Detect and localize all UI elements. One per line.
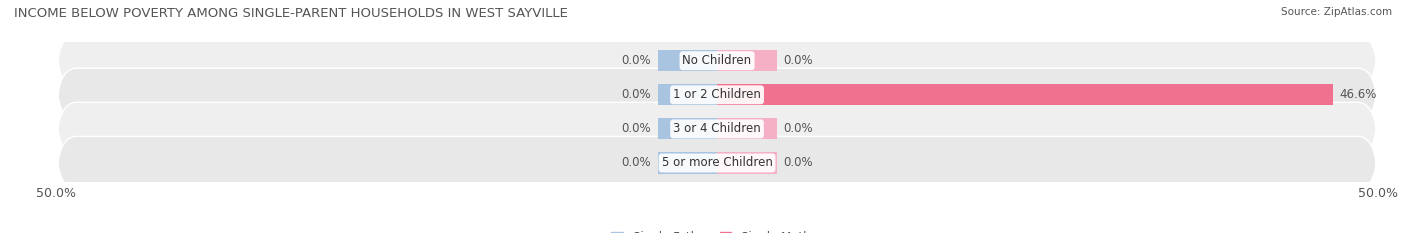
FancyBboxPatch shape — [56, 34, 1378, 87]
Text: 0.0%: 0.0% — [621, 54, 651, 67]
Text: 0.0%: 0.0% — [621, 122, 651, 135]
Legend: Single Father, Single Mother: Single Father, Single Mother — [607, 226, 827, 233]
Text: 46.6%: 46.6% — [1340, 88, 1376, 101]
Bar — [658, 118, 717, 140]
Bar — [658, 84, 717, 105]
FancyBboxPatch shape — [56, 136, 1378, 190]
Text: 0.0%: 0.0% — [783, 122, 813, 135]
Text: 0.0%: 0.0% — [783, 54, 813, 67]
Text: No Children: No Children — [682, 54, 752, 67]
Bar — [717, 84, 1333, 105]
Text: 3 or 4 Children: 3 or 4 Children — [673, 122, 761, 135]
Text: 1 or 2 Children: 1 or 2 Children — [673, 88, 761, 101]
Text: 0.0%: 0.0% — [783, 157, 813, 169]
Text: INCOME BELOW POVERTY AMONG SINGLE-PARENT HOUSEHOLDS IN WEST SAYVILLE: INCOME BELOW POVERTY AMONG SINGLE-PARENT… — [14, 7, 568, 20]
Text: 0.0%: 0.0% — [621, 88, 651, 101]
Text: 5 or more Children: 5 or more Children — [662, 157, 772, 169]
Text: 0.0%: 0.0% — [621, 157, 651, 169]
Bar — [717, 152, 776, 174]
Bar — [658, 152, 717, 174]
FancyBboxPatch shape — [56, 68, 1378, 121]
Bar — [717, 118, 776, 140]
Bar — [717, 50, 776, 71]
FancyBboxPatch shape — [56, 102, 1378, 155]
Text: Source: ZipAtlas.com: Source: ZipAtlas.com — [1281, 7, 1392, 17]
Bar — [658, 50, 717, 71]
